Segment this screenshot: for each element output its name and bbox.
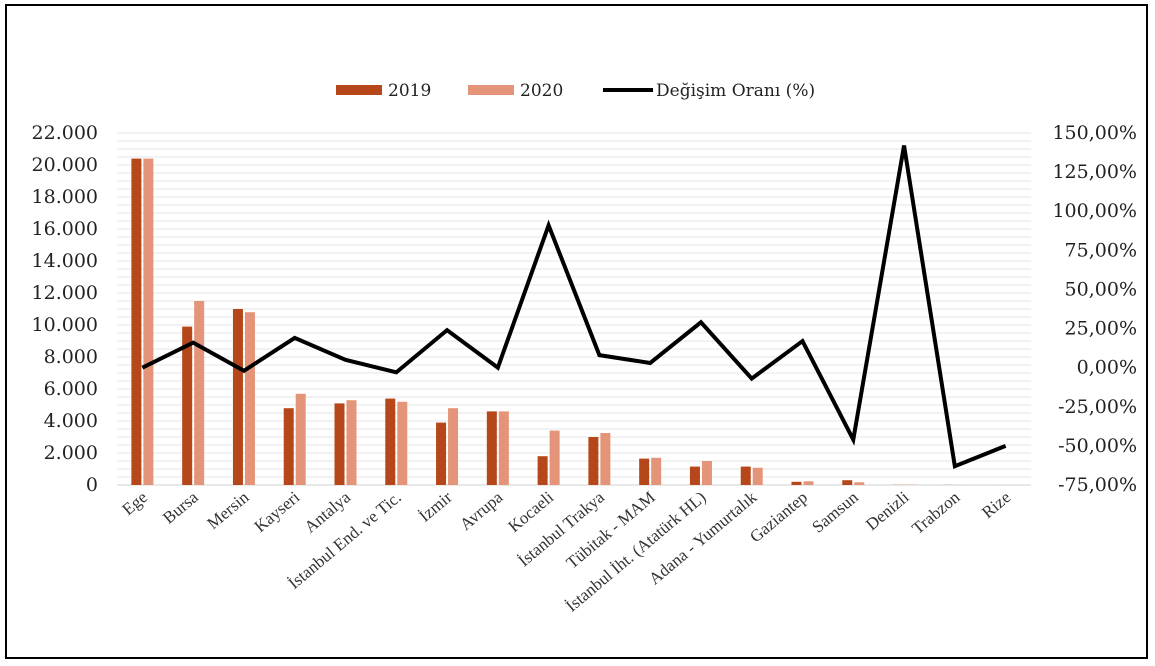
bar-2019 xyxy=(385,398,396,485)
y-left-tick-label: 20.000 xyxy=(32,154,98,176)
bar-2020 xyxy=(346,400,357,485)
left-axis: 0 2.000 4.000 6.000 8.000 10.000 12.000 14.000 1… xyxy=(32,122,98,496)
x-tick-label: İzmir xyxy=(415,487,456,525)
y-right-tick-label: 150,00% xyxy=(1052,122,1137,144)
bar-2020 xyxy=(143,158,154,485)
y-right-tick-label: 125,00% xyxy=(1052,161,1137,183)
y-right-tick-label: -75,00% xyxy=(1058,474,1137,496)
y-right-tick-label: -25,00% xyxy=(1058,396,1137,418)
bar-2019 xyxy=(842,480,853,485)
bar-2019 xyxy=(283,408,294,485)
y-left-tick-label: 22.000 xyxy=(32,122,98,144)
bar-2020 xyxy=(854,482,865,485)
right-axis: -75,00% -50,00% -25,00% 0,00% 25,00% 50,00% 75… xyxy=(1052,122,1137,496)
x-tick-label: Bursa xyxy=(159,487,202,527)
y-right-tick-label: 75,00% xyxy=(1065,239,1137,261)
bar-2019 xyxy=(131,158,142,485)
bar-2020 xyxy=(651,457,662,485)
x-tick-label: Denizli xyxy=(862,487,913,534)
y-left-tick-label: 14.000 xyxy=(32,250,98,272)
bar-2020 xyxy=(600,433,611,485)
legend-swatch xyxy=(468,85,514,95)
bar-2020 xyxy=(295,393,306,485)
y-left-tick-label: 6.000 xyxy=(44,378,98,400)
legend-item: Değişim Oranı (%) xyxy=(603,81,815,101)
y-left-tick-label: 8.000 xyxy=(44,346,98,368)
legend-item: 2020 xyxy=(468,81,563,101)
bar-2019 xyxy=(232,309,243,485)
y-right-tick-label: -50,00% xyxy=(1058,435,1137,457)
legend: 2019 2020 Değişim Oranı (%) xyxy=(336,81,815,101)
x-tick-label: Rize xyxy=(978,488,1014,523)
gridlines xyxy=(117,132,1031,478)
bar-2020 xyxy=(194,301,205,485)
bar-2019 xyxy=(334,403,345,485)
x-tick-label: Trabzon xyxy=(908,487,964,538)
bar-2020 xyxy=(498,411,509,485)
x-tick-label: Avrupa xyxy=(456,487,507,534)
bar-2019 xyxy=(436,422,447,485)
bar-2020 xyxy=(397,401,408,485)
y-left-tick-label: 4.000 xyxy=(44,410,98,432)
legend-item: 2019 xyxy=(336,81,431,101)
legend-label: Değişim Oranı (%) xyxy=(656,81,815,101)
bars xyxy=(131,158,1017,485)
y-left-tick-label: 18.000 xyxy=(32,186,98,208)
bar-2019 xyxy=(740,466,751,485)
legend-label: 2020 xyxy=(520,81,563,101)
bar-2020 xyxy=(701,461,712,485)
line-points xyxy=(142,145,1006,467)
legend-swatch xyxy=(336,85,382,95)
y-right-tick-label: 25,00% xyxy=(1065,318,1137,340)
bar-2019 xyxy=(537,456,548,485)
x-tick-label: Samsun xyxy=(808,487,862,536)
y-right-tick-label: 0,00% xyxy=(1077,357,1137,379)
bar-2020 xyxy=(244,312,255,485)
y-left-tick-label: 10.000 xyxy=(32,314,98,336)
bar-2020 xyxy=(448,408,459,485)
bar-2020 xyxy=(752,467,763,485)
y-right-tick-label: 100,00% xyxy=(1052,200,1137,222)
bar-2019 xyxy=(486,411,497,485)
bar-2019 xyxy=(588,437,599,485)
y-left-tick-label: 2.000 xyxy=(44,442,98,464)
bar-2019 xyxy=(182,326,193,485)
x-tick-label: Gaziantep xyxy=(746,488,811,547)
y-right-tick-label: 50,00% xyxy=(1065,278,1137,300)
bar-2020 xyxy=(803,481,814,485)
legend-label: 2019 xyxy=(388,81,431,101)
x-tick-label: Mersin xyxy=(203,487,252,533)
bar-2019 xyxy=(791,481,802,485)
y-left-tick-label: 16.000 xyxy=(32,218,98,240)
line-degisim-orani xyxy=(141,145,1007,470)
x-tick-label: Kayseri xyxy=(251,487,304,536)
bar-2020 xyxy=(549,430,560,485)
y-left-tick-label: 0 xyxy=(86,474,98,496)
bar-2019 xyxy=(689,466,700,485)
x-tick-label: Ege xyxy=(118,488,150,520)
y-left-tick-label: 12.000 xyxy=(32,282,98,304)
bar-2019 xyxy=(639,458,650,485)
